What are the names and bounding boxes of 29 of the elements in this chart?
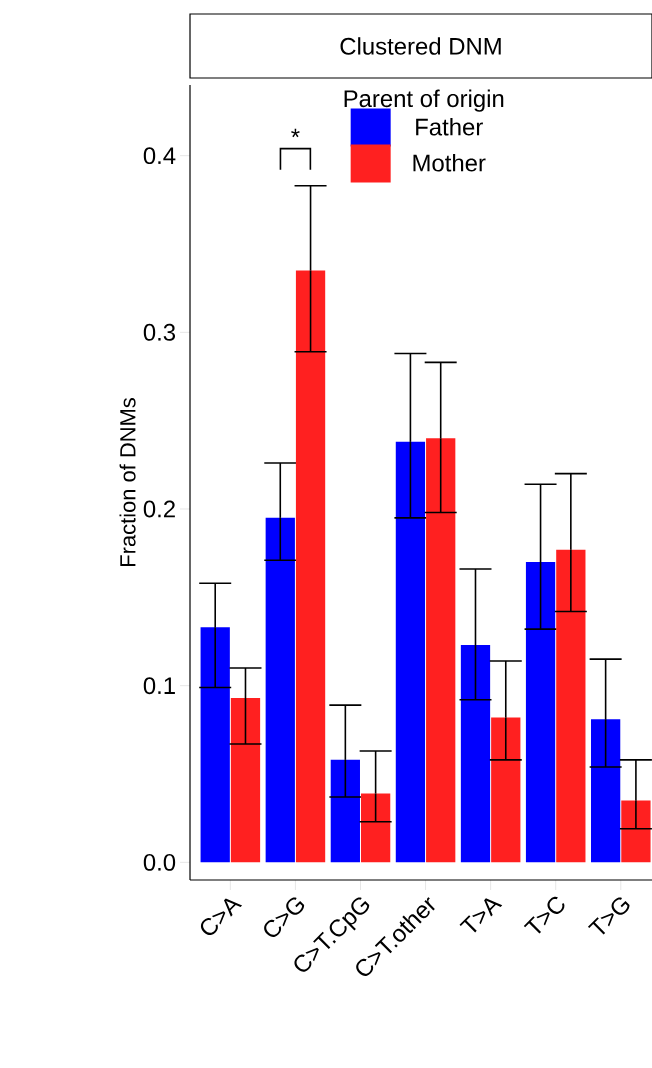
bar [230, 698, 261, 863]
y-tick-label: 0.3 [143, 323, 176, 341]
bar [395, 441, 426, 863]
annotation: * [291, 128, 300, 138]
y-tick-label: 0.4 [143, 147, 176, 165]
bar [265, 517, 295, 863]
legend-label: Father [416, 117, 483, 136]
bar [556, 549, 586, 863]
bar [360, 793, 391, 863]
x-tick-label: T>G [587, 897, 630, 935]
bar [330, 759, 360, 863]
bar [426, 438, 456, 863]
bar [295, 270, 326, 863]
bar [200, 627, 230, 863]
bar [491, 717, 521, 863]
bar [590, 719, 621, 863]
legend-label: Mother [413, 153, 486, 172]
bar [525, 562, 556, 863]
y-tick-label: 0.1 [143, 677, 175, 695]
y-tick-label: 0.0 [143, 853, 176, 871]
x-tick-label: T>C [523, 896, 565, 934]
bar [621, 800, 651, 863]
x-tick-label: C>A [200, 898, 243, 936]
bar [460, 645, 491, 863]
x-tick-label: T>A [459, 898, 503, 933]
chart-title: Clustered DNM [340, 37, 501, 55]
y-axis-title: Fraction of DNMs [119, 398, 136, 566]
legend-title: Parent of origin [344, 89, 504, 112]
y-tick-label: 0.2 [143, 500, 175, 518]
